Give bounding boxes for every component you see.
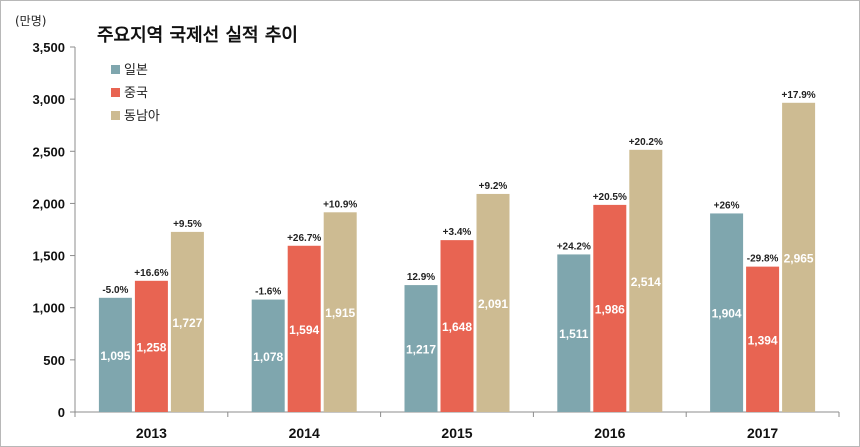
legend-swatch bbox=[111, 111, 120, 120]
growth-rate-label: +26% bbox=[714, 200, 740, 211]
growth-rate-label: +20.2% bbox=[629, 137, 663, 148]
bar-value-label: 2,965 bbox=[784, 251, 814, 265]
legend-label: 일본 bbox=[124, 63, 148, 78]
growth-rate-label: +16.6% bbox=[134, 268, 168, 279]
growth-rate-label: 12.9% bbox=[407, 272, 435, 283]
y-tick-label: 1,500 bbox=[32, 249, 65, 264]
bar bbox=[134, 280, 168, 412]
y-tick-label: 2,500 bbox=[32, 144, 65, 159]
bar-value-label: 1,095 bbox=[100, 349, 130, 363]
y-tick-label: 1,000 bbox=[32, 301, 65, 316]
growth-rate-label: +24.2% bbox=[557, 241, 591, 252]
growth-rate-label: +17.9% bbox=[781, 90, 815, 101]
bar-value-label: 1,394 bbox=[748, 333, 778, 347]
bars bbox=[98, 102, 816, 413]
bar bbox=[440, 240, 474, 412]
bar bbox=[251, 299, 285, 412]
bar bbox=[557, 254, 591, 412]
growth-rate-label: -29.8% bbox=[747, 254, 779, 265]
legend-swatch bbox=[111, 88, 120, 97]
growth-rate-label: +3.4% bbox=[443, 227, 472, 238]
bar-value-label: 1,915 bbox=[325, 306, 355, 320]
bar-value-label: 1,594 bbox=[289, 323, 319, 337]
growth-rate-label: -1.6% bbox=[255, 287, 281, 298]
bar-value-label: 1,217 bbox=[406, 343, 436, 357]
bar-value-label: 1,078 bbox=[253, 350, 283, 364]
bar bbox=[323, 212, 357, 412]
bar bbox=[287, 245, 321, 412]
bar-value-label: 2,514 bbox=[631, 275, 661, 289]
x-tick-label: 2015 bbox=[441, 425, 472, 441]
bar bbox=[170, 231, 204, 412]
growth-rate-label: -5.0% bbox=[102, 285, 128, 296]
x-tick-label: 2014 bbox=[289, 425, 320, 441]
x-tick-label: 2016 bbox=[594, 425, 625, 441]
chart-title: 주요지역 국제선 실적 추이 bbox=[97, 25, 298, 46]
growth-rate-label: +10.9% bbox=[323, 199, 357, 210]
bar-value-label: 1,648 bbox=[442, 320, 472, 334]
bar bbox=[746, 266, 780, 412]
y-tick-label: 2,000 bbox=[32, 196, 65, 211]
growth-rate-label: +9.2% bbox=[479, 181, 508, 192]
bar-value-label: 1,727 bbox=[172, 316, 202, 330]
bar bbox=[476, 193, 510, 412]
data-labels: 1,095 -5.0% 1,258 +16.6% 1,727 +9.5% 1,078 -1.6… bbox=[100, 90, 815, 364]
legend-label: 동남아 bbox=[124, 109, 160, 124]
legend-label: 중국 bbox=[124, 86, 148, 101]
axes: 0 500 1,000 1,500 2,000 2,500 3,000 3,500 2013 20… bbox=[32, 40, 840, 441]
bar-value-label: 1,904 bbox=[712, 307, 742, 321]
bar-value-label: 2,091 bbox=[478, 297, 508, 311]
bar-value-label: 1,511 bbox=[559, 327, 589, 341]
y-tick-label: 0 bbox=[58, 405, 65, 420]
growth-rate-label: +20.5% bbox=[593, 192, 627, 203]
bar bbox=[593, 204, 627, 412]
bar bbox=[98, 297, 132, 412]
x-tick-label: 2013 bbox=[136, 425, 167, 441]
legend-swatch bbox=[111, 65, 120, 74]
growth-rate-label: +26.7% bbox=[287, 233, 321, 244]
x-tick-label: 2017 bbox=[747, 425, 778, 441]
bar-value-label: 1,986 bbox=[595, 302, 625, 316]
growth-rate-label: +9.5% bbox=[173, 219, 202, 230]
bar bbox=[629, 149, 663, 412]
y-tick-label: 500 bbox=[43, 353, 65, 368]
bar bbox=[404, 285, 438, 412]
y-tick-label: 3,000 bbox=[32, 92, 65, 107]
bar bbox=[710, 213, 744, 412]
y-axis-unit-label: (만명) bbox=[15, 14, 46, 28]
bar-value-label: 1,258 bbox=[136, 340, 166, 354]
y-tick-label: 3,500 bbox=[32, 40, 65, 55]
bar bbox=[782, 102, 816, 413]
